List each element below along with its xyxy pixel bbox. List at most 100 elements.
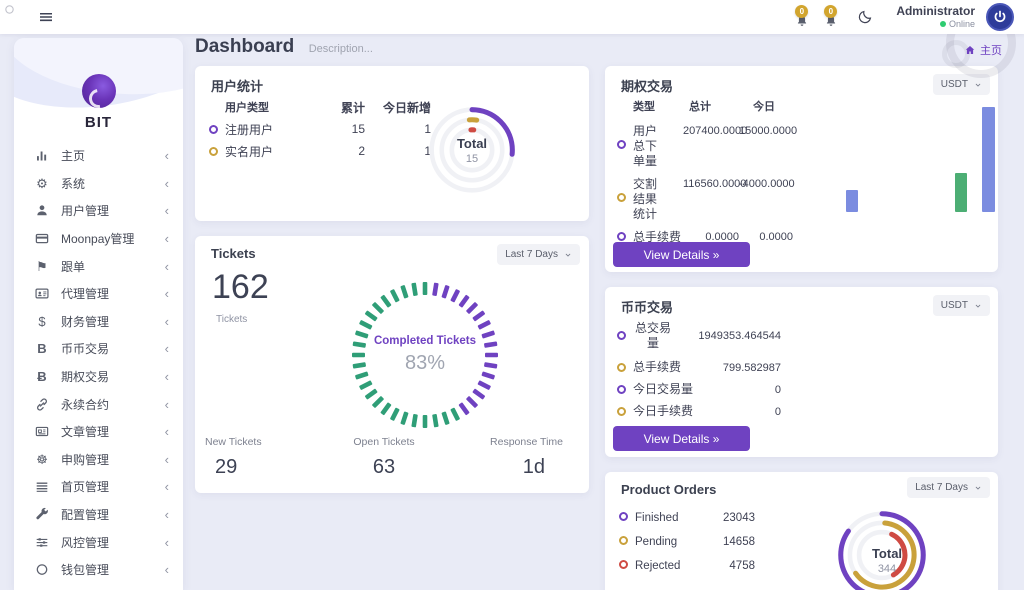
sidebar-item-subscription-mgmt[interactable]: ☸ 申购管理 ‹ [14, 446, 183, 474]
col-total: 总计 [689, 101, 711, 113]
row-marker [617, 406, 626, 416]
row-marker [619, 536, 628, 545]
col-today: 今日 [753, 101, 775, 113]
product-orders-donut-chart [838, 511, 926, 590]
options-view-details-button[interactable]: View Details » [613, 242, 750, 267]
card-title: Product Orders [621, 482, 717, 497]
user-stats-donut-chart [429, 107, 515, 193]
options-table: 类型 总计 今日 用户总下单量 207400.0000 15000.0000 交… [617, 98, 798, 253]
sidebar-item-system[interactable]: ⚙ 系统 ‹ [14, 170, 183, 198]
chevron-left-icon: ‹ [164, 231, 169, 247]
chevron-left-icon: ‹ [164, 479, 169, 495]
power-logo-icon [992, 9, 1008, 25]
coin-row: 总手续费 799.582987 [617, 360, 781, 375]
row-today: 15000.0000 [739, 125, 798, 137]
sliders-icon [34, 535, 50, 550]
row-today: 1 [424, 122, 431, 136]
topbar-right-cluster: 0 0 Administrator Online [793, 0, 1014, 34]
row-label: 总手续费 [633, 230, 682, 244]
row-total: 116560.0000 [683, 178, 747, 190]
sidebar-menu: 主页 ‹ ⚙ 系统 ‹ 用户管理 ‹ Moonpay管理 ‹ ⚑ 跟单 ‹ 代理管理 ‹ $ 财务… [14, 142, 183, 584]
row-label: 总交易量 [634, 321, 671, 350]
coin-currency-dropdown[interactable]: USDT [932, 295, 990, 316]
tickets-count-label: Tickets [216, 314, 248, 325]
home-icon [964, 44, 976, 56]
corner-mark-icon [4, 2, 15, 14]
sidebar-item-homepage-mgmt[interactable]: 首页管理 ‹ [14, 473, 183, 501]
notification-bell-2[interactable]: 0 [822, 5, 840, 27]
coin-row: 今日交易量 0 [617, 382, 781, 397]
sidebar-item-config-mgmt[interactable]: 配置管理 ‹ [14, 501, 183, 529]
row-marker [619, 512, 628, 521]
chevron-down-icon [974, 484, 982, 492]
row-marker [617, 362, 626, 372]
row-today: -4000.0000 [739, 178, 795, 190]
sidebar-item-copy-trade[interactable]: ⚑ 跟单 ‹ [14, 252, 183, 280]
notification-badge: 0 [824, 5, 838, 18]
sidebar-item-finance[interactable]: $ 财务管理 ‹ [14, 308, 183, 336]
user-menu[interactable]: Administrator Online [896, 4, 975, 29]
options-volume-bar [982, 107, 995, 212]
bitcoin-icon: Ƀ [37, 369, 47, 385]
sidebar-item-moonpay[interactable]: Moonpay管理 ‹ [14, 225, 183, 253]
sidebar-item-risk-mgmt[interactable]: 风控管理 ‹ [14, 528, 183, 556]
product-row: Finished 23043 [619, 512, 755, 524]
card-title: 币币交易 [621, 300, 674, 315]
row-label: 今日交易量 [633, 382, 694, 396]
theme-toggle-moon-icon[interactable] [857, 9, 873, 25]
row-marker [617, 384, 626, 394]
notification-bell-1[interactable]: 0 [793, 5, 811, 27]
sidebar-item-coin-trade[interactable]: B 币币交易 ‹ [14, 335, 183, 363]
chevron-down-icon [974, 302, 982, 310]
row-value: 799.582987 [722, 361, 781, 374]
col-type: 类型 [633, 101, 655, 113]
product-range-dropdown[interactable]: Last 7 Days [907, 477, 990, 498]
sidebar-item-article-mgmt[interactable]: 文章管理 ‹ [14, 418, 183, 446]
row-total: 15 [351, 122, 365, 136]
sidebar-item-wallet-mgmt[interactable]: 钱包管理 ‹ [14, 556, 183, 584]
row-label: 今日手续费 [633, 404, 694, 418]
bell-icon [824, 13, 838, 27]
sidebar-item-user-mgmt[interactable]: 用户管理 ‹ [14, 197, 183, 225]
coin-view-details-button[interactable]: View Details » [613, 426, 750, 451]
row-label: 用户总下单量 [633, 124, 658, 168]
row-marker [617, 231, 626, 241]
user-avatar[interactable] [986, 3, 1014, 31]
tickets-range-dropdown[interactable]: Last 7 Days [497, 244, 580, 265]
page-subtitle: Description... [308, 43, 373, 55]
row-value: 1949353.464544 [698, 330, 781, 342]
col-today-new: 今日新增 [382, 100, 431, 115]
chevron-left-icon: ‹ [164, 203, 169, 219]
chevron-left-icon: ‹ [164, 313, 169, 329]
breadcrumb-label: 主页 [980, 45, 1002, 57]
row-marker [617, 193, 626, 202]
row-value: 0 [774, 383, 781, 396]
sidebar-item-home[interactable]: 主页 ‹ [14, 142, 183, 170]
brand-logo-icon[interactable] [81, 74, 116, 108]
options-currency-dropdown[interactable]: USDT [932, 74, 990, 95]
link-icon [34, 397, 50, 412]
row-marker [209, 124, 218, 134]
row-total: 2 [358, 144, 365, 158]
sidebar-toggle-icon[interactable] [38, 9, 54, 25]
page-title: Dashboard [195, 36, 295, 57]
sidebar-item-perpetual[interactable]: 永续合约 ‹ [14, 390, 183, 418]
col-user-type: 用户类型 [225, 102, 269, 114]
online-status-label: Online [948, 18, 975, 29]
users-icon [34, 203, 50, 218]
row-today: 1 [424, 144, 431, 158]
user-stats-card: 用户统计 用户类型 累计 今日新增 注册用户 15 1 实名用户 2 1 Tot… [195, 66, 589, 221]
brand-name: BIT [84, 114, 113, 131]
list-icon [34, 479, 50, 494]
sidebar-item-agent-mgmt[interactable]: 代理管理 ‹ [14, 280, 183, 308]
product-row: Pending 14658 [619, 536, 755, 548]
online-status-dot [939, 21, 946, 28]
row-label: Rejected [635, 560, 681, 572]
row-value: 23043 [723, 512, 755, 524]
sidebar-item-options-trade[interactable]: Ƀ 期权交易 ‹ [14, 363, 183, 391]
sidebar: BIT 主页 ‹ ⚙ 系统 ‹ 用户管理 ‹ Moonpay管理 ‹ ⚑ 跟单 ‹ 代理管理 ‹… [14, 38, 183, 590]
row-marker [617, 331, 626, 340]
row-today: 0.0000 [759, 231, 793, 243]
newspaper-icon [34, 424, 50, 439]
breadcrumb[interactable]: 主页 [964, 42, 1002, 58]
